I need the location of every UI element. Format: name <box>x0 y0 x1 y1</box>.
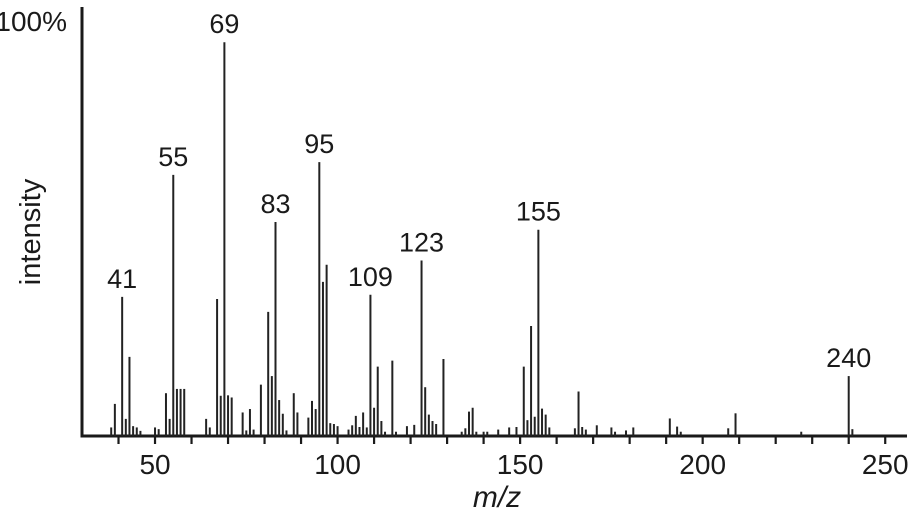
peak-label: 83 <box>260 189 290 219</box>
peak-label: 123 <box>399 228 444 258</box>
axes <box>80 7 907 438</box>
y-axis-title: intensity <box>15 178 47 285</box>
spectrum-peaks <box>110 42 854 436</box>
x-axis-title: m/z <box>473 481 521 514</box>
peak-label: 109 <box>348 262 393 292</box>
peak-label: 240 <box>826 343 871 373</box>
x-tick-label: 100 <box>314 449 361 480</box>
x-axis-ticks <box>117 436 887 444</box>
x-tick-label: 200 <box>679 449 726 480</box>
peak-label: 55 <box>158 142 188 172</box>
peak-label: 155 <box>516 197 561 227</box>
y-axis-max-label: 100% <box>0 6 67 37</box>
x-tick-label: 50 <box>139 449 170 480</box>
x-axis-tick-labels: 50 100 150 200 250 <box>139 449 908 480</box>
peak-label: 95 <box>304 129 334 159</box>
peak-label: 69 <box>209 9 239 39</box>
x-tick-label: 150 <box>497 449 544 480</box>
peak-label: 41 <box>107 264 137 294</box>
axis-lines <box>80 7 907 438</box>
x-tick-label: 250 <box>862 449 909 480</box>
